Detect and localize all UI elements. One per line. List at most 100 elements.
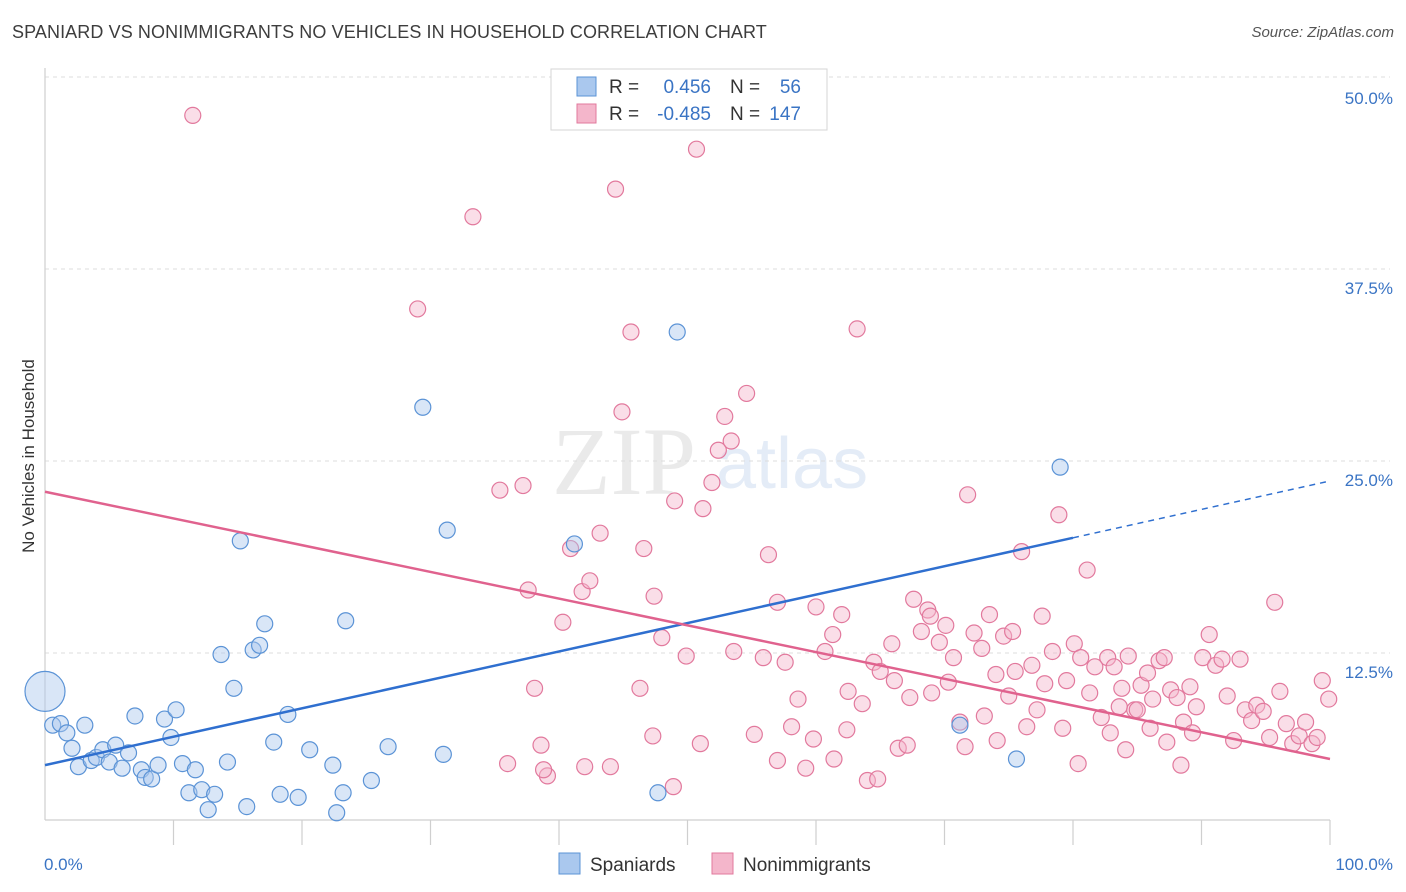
spaniards-point-55	[1051, 458, 1069, 476]
legend-n-label-2: N =	[730, 104, 760, 125]
nonimmigrants-point-113	[499, 754, 517, 773]
nonimmigrants-point-48	[905, 590, 923, 608]
spaniards-point-49	[438, 521, 456, 539]
gridlines	[45, 76, 1390, 654]
nonimmigrants-point-16	[622, 323, 640, 341]
nonimmigrants-point-105	[1277, 715, 1295, 733]
nonimmigrants-point-93	[1207, 656, 1225, 674]
nonimmigrants-point-13	[591, 524, 609, 542]
nonimmigrants-point-78	[1113, 679, 1131, 697]
spaniards-trend-extension	[1072, 480, 1331, 539]
nonimmigrants-point-137	[1018, 718, 1036, 736]
nonimmigrants-point-129	[885, 672, 903, 690]
nonimmigrants-point-2	[464, 208, 482, 226]
y-tick-label-12.5: 12.5%	[1345, 663, 1393, 682]
legend-r-value-2: -0.485	[657, 104, 711, 125]
nonimmigrants-point-4	[514, 476, 532, 495]
x-tick-marks	[172, 820, 1331, 845]
spaniards-point-19	[155, 710, 174, 728]
nonimmigrants-point-49	[912, 622, 930, 641]
spaniards-point-28	[212, 645, 230, 664]
nonimmigrants-point-118	[644, 727, 662, 745]
nonimmigrants-point-124	[782, 718, 801, 736]
spaniards-point-30	[225, 679, 243, 697]
nonimmigrants-point-36	[816, 642, 834, 661]
nonimmigrants-point-135	[988, 731, 1006, 750]
nonimmigrants-point-140	[1069, 754, 1087, 773]
source-label: Source: ZipAtlas.com	[1251, 24, 1394, 41]
nonimmigrants-point-22	[687, 140, 706, 158]
bottom-legend-nonimmigrants-swatch	[711, 852, 734, 875]
nonimmigrants-point-23	[694, 500, 712, 518]
legend-n-label-1: N =	[730, 77, 760, 98]
spaniards-point-32	[238, 797, 256, 816]
nonimmigrants-point-57	[965, 624, 983, 642]
series-legend: Spaniards Nonimmigrants	[558, 852, 871, 876]
nonimmigrants-point-130	[901, 688, 919, 707]
nonimmigrants-point-24	[703, 473, 721, 492]
nonimmigrants-point-73	[1078, 561, 1096, 579]
y-axis-label: No Vehicles in Household	[19, 359, 38, 553]
nonimmigrants-point-34	[797, 759, 815, 777]
nonimmigrants-point-149	[1183, 724, 1202, 742]
nonimmigrants-point-143	[1110, 698, 1128, 716]
spaniards-points	[24, 323, 1069, 822]
nonimmigrants-point-89	[1181, 678, 1199, 696]
nonimmigrants-point-134	[975, 707, 993, 725]
nonimmigrants-point-53	[937, 616, 955, 634]
nonimmigrants-point-103	[1266, 593, 1284, 611]
spaniards-point-29	[218, 753, 237, 771]
nonimmigrants-point-128	[869, 770, 887, 788]
nonimmigrants-point-18	[645, 587, 663, 605]
spaniards-point-23	[180, 784, 198, 802]
nonimmigrants-point-54	[944, 649, 963, 667]
nonimmigrants-point-126	[825, 750, 843, 768]
spaniards-point-34	[250, 636, 269, 654]
nonimmigrants-point-29	[754, 649, 772, 667]
nonimmigrants-point-65	[1023, 656, 1041, 674]
nonimmigrants-point-125	[807, 598, 825, 616]
nonimmigrants-point-97	[1231, 650, 1249, 668]
nonimmigrants-point-77	[1105, 658, 1123, 676]
chart-title: SPANIARD VS NONIMMIGRANTS NO VEHICLES IN…	[12, 22, 767, 42]
bottom-legend-nonimmigrants-label: Nonimmigrants	[743, 855, 871, 876]
spaniards-point-37	[271, 785, 289, 803]
nonimmigrants-point-85	[1155, 649, 1173, 667]
spaniards-point-24	[186, 761, 204, 779]
nonimmigrants-point-33	[789, 690, 807, 708]
spaniards-point-50	[565, 535, 584, 553]
spaniards-point-35	[256, 615, 274, 633]
spaniards-point-6	[76, 716, 94, 734]
nonimmigrants-point-35	[804, 730, 823, 748]
spaniards-point-18	[149, 756, 167, 774]
nonimmigrants-point-117	[631, 679, 649, 697]
nonimmigrants-point-83	[1144, 690, 1162, 708]
bottom-legend-spaniards-swatch	[558, 852, 581, 875]
nonimmigrants-point-47	[898, 736, 916, 754]
spaniards-point-48	[434, 745, 452, 763]
spaniards-point-53	[951, 716, 969, 734]
nonimmigrants-point-116	[601, 758, 620, 776]
nonimmigrants-point-112	[1320, 690, 1338, 708]
nonimmigrants-point-119	[664, 778, 682, 796]
nonimmigrants-point-28	[738, 384, 756, 403]
nonimmigrants-point-20	[666, 492, 684, 510]
nonimmigrants-point-69	[1050, 506, 1068, 524]
spaniards-swatch	[576, 76, 597, 97]
nonimmigrants-points	[184, 106, 1338, 796]
nonimmigrants-point-46	[889, 739, 907, 757]
bottom-legend-spaniards-label: Spaniards	[590, 855, 676, 876]
spaniards-point-16	[136, 768, 154, 787]
spaniards-point-17	[143, 770, 161, 788]
nonimmigrants-point-114	[534, 761, 553, 779]
nonimmigrants-point-133	[956, 738, 974, 756]
nonimmigrants-point-131	[921, 607, 939, 625]
nonimmigrants-point-59	[980, 605, 999, 624]
nonimmigrants-point-71	[1065, 635, 1083, 653]
spaniards-point-2	[51, 715, 70, 733]
y-tick-label-37.5: 37.5%	[1345, 279, 1393, 298]
nonimmigrants-point-19	[653, 629, 671, 647]
nonimmigrants-point-148	[1172, 756, 1190, 774]
nonimmigrants-point-95	[1218, 687, 1236, 705]
legend-n-value-2: 147	[769, 104, 801, 125]
